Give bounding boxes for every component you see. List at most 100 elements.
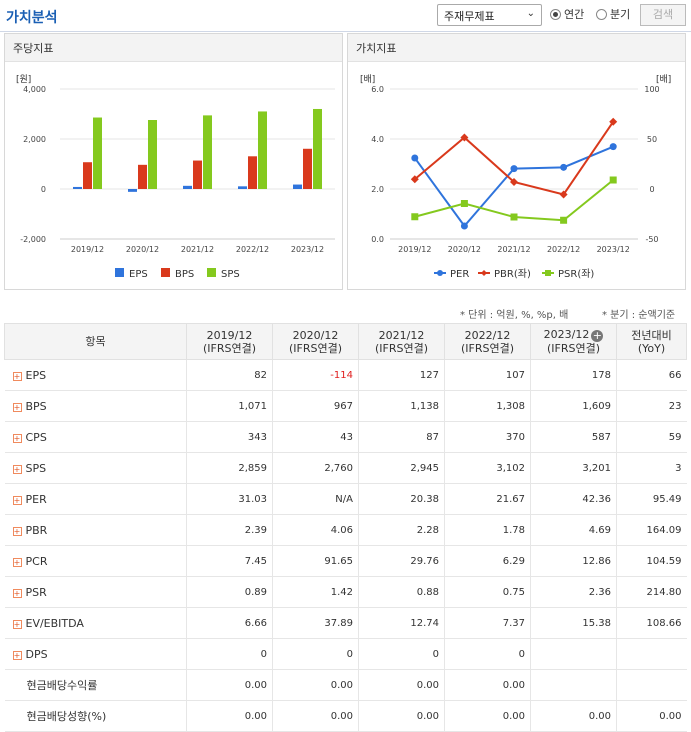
bar-eps xyxy=(73,186,82,189)
legend-label-eps: EPS xyxy=(129,269,148,280)
table-cell: 6.66 xyxy=(186,607,273,639)
per-share-chart-panel: 주당지표 [원] 4,000 2,000 0 -2,000 2019/12 2020/12 2… xyxy=(4,33,343,290)
bar-bps xyxy=(138,164,147,189)
column-header-text: 2021/12 xyxy=(378,328,425,342)
radio-quarter[interactable]: 분기 xyxy=(596,6,630,22)
expand-plus-icon[interactable]: + xyxy=(12,371,22,381)
expand-plus-icon[interactable]: + xyxy=(12,650,22,660)
legend-label-bps: BPS xyxy=(175,269,194,280)
row-label[interactable]: + PER xyxy=(4,483,187,515)
table-cell xyxy=(616,669,687,701)
x-tick-label: 2021/12 xyxy=(497,245,530,254)
table-cell: 4.06 xyxy=(272,514,359,546)
table-cell: 21.67 xyxy=(444,483,531,515)
table-cell: 0.00 xyxy=(358,669,445,701)
table-cell: 0.89 xyxy=(186,576,273,608)
point-psr xyxy=(510,213,518,221)
expand-plus-icon[interactable]: + xyxy=(12,588,22,598)
x-tick-label: 2022/12 xyxy=(236,245,269,254)
right-y-tick-label: -50 xyxy=(645,235,658,244)
table-cell: -114 xyxy=(272,359,359,391)
row-label[interactable]: + PCR xyxy=(4,545,187,577)
right-y-tick-label: 100 xyxy=(644,85,659,94)
row-label-text: SPS xyxy=(25,461,47,475)
table-cell: 0.00 xyxy=(530,700,617,732)
row-label[interactable]: + CPS xyxy=(4,421,187,453)
row-label: 현금배당성향(%) xyxy=(4,700,187,732)
bar-bps xyxy=(83,162,92,189)
table-cell: 2.28 xyxy=(358,514,445,546)
table-cell: 104.59 xyxy=(616,545,687,577)
point-pbr xyxy=(460,133,469,142)
table-cell xyxy=(616,638,687,670)
table-cell: 87 xyxy=(358,421,445,453)
expand-plus-icon[interactable]: + xyxy=(12,433,22,443)
table-cell: 0 xyxy=(358,638,445,670)
left-y-tick-label: 0.0 xyxy=(371,235,384,244)
table-cell: 2.36 xyxy=(530,576,617,608)
row-label[interactable]: + DPS xyxy=(4,638,187,670)
bar-bps xyxy=(193,160,202,189)
row-label-text: PCR xyxy=(25,554,48,568)
table-cell: 1.78 xyxy=(444,514,531,546)
table-cell: 343 xyxy=(186,421,273,453)
expand-plus-icon[interactable]: + xyxy=(12,402,22,412)
row-label[interactable]: + BPS xyxy=(4,390,187,422)
table-cell: 2,945 xyxy=(358,452,445,484)
table-cell: 3,102 xyxy=(444,452,531,484)
column-header: 전년대비 (YoY) xyxy=(616,323,687,360)
table-cell: 82 xyxy=(186,359,273,391)
row-label-text: DPS xyxy=(25,647,48,661)
table-cell: 0 xyxy=(186,638,273,670)
row-label[interactable]: + PBR xyxy=(4,514,187,546)
table-cell: 31.03 xyxy=(186,483,273,515)
right-y-tick-label: 50 xyxy=(647,135,657,144)
row-label[interactable]: + SPS xyxy=(4,452,187,484)
bar-eps xyxy=(128,189,137,192)
row-label-text: PER xyxy=(25,492,47,506)
table-cell xyxy=(530,669,617,701)
legend-marker-psr xyxy=(545,270,551,276)
expand-plus-icon[interactable]: + xyxy=(12,526,22,536)
statement-type-select[interactable]: 주재무제표 ⌄ xyxy=(437,4,542,26)
row-label[interactable]: + EV/EBITDA xyxy=(4,607,187,639)
x-tick-label: 2022/12 xyxy=(547,245,580,254)
unit-note: * 단위 : 억원, %, %p, 배 xyxy=(460,310,569,321)
bar-sps xyxy=(258,111,267,189)
x-tick-label: 2019/12 xyxy=(398,245,431,254)
table-cell: 12.86 xyxy=(530,545,617,577)
table-cell: 2,859 xyxy=(186,452,273,484)
table-cell: 42.36 xyxy=(530,483,617,515)
column-header: 2020/12 (IFRS연결) xyxy=(272,323,359,360)
expand-plus-icon[interactable]: + xyxy=(12,464,22,474)
table-row: + SPS 2,859 2,760 2,945 3,102 3,201 3 xyxy=(4,452,687,484)
table-cell: 15.38 xyxy=(530,607,617,639)
add-column-icon[interactable]: + xyxy=(591,329,604,342)
row-label[interactable]: + EPS xyxy=(4,359,187,391)
table-cell: 0.00 xyxy=(616,700,687,732)
valuation-chart-panel: 가치지표 [배] [배] 6.0 4.0 2.0 0.0 100 50 0 -50 2019/12 2… xyxy=(347,33,686,290)
radio-quarter-label: 분기 xyxy=(610,8,631,21)
column-header-text: 2020/12 xyxy=(292,328,339,342)
table-cell: 6.29 xyxy=(444,545,531,577)
point-pbr xyxy=(559,190,568,199)
expand-plus-icon[interactable]: + xyxy=(12,557,22,567)
per-share-chart-title: 주당지표 xyxy=(5,34,342,62)
table-cell: 29.76 xyxy=(358,545,445,577)
row-label-text: 현금배당수익률 xyxy=(26,679,98,692)
search-button[interactable]: 검색 xyxy=(640,4,686,26)
radio-annual[interactable]: 연간 xyxy=(550,6,584,22)
header-divider xyxy=(0,31,691,32)
table-cell: 7.45 xyxy=(186,545,273,577)
page-header: 가치분석 주재무제표 ⌄ 연간 분기 검색 xyxy=(0,0,691,32)
expand-plus-icon[interactable]: + xyxy=(12,619,22,629)
table-cell: 967 xyxy=(272,390,359,422)
radio-annual-label: 연간 xyxy=(564,8,585,21)
table-row: + BPS 1,071 967 1,138 1,308 1,609 23 xyxy=(4,390,687,422)
valuation-chart-title: 가치지표 xyxy=(348,34,685,62)
expand-plus-icon[interactable]: + xyxy=(12,495,22,505)
row-label[interactable]: + PSR xyxy=(4,576,187,608)
statement-type-value: 주재무제표 xyxy=(444,10,495,23)
table-cell: 164.09 xyxy=(616,514,687,546)
legend-label-per: PER xyxy=(450,269,469,280)
